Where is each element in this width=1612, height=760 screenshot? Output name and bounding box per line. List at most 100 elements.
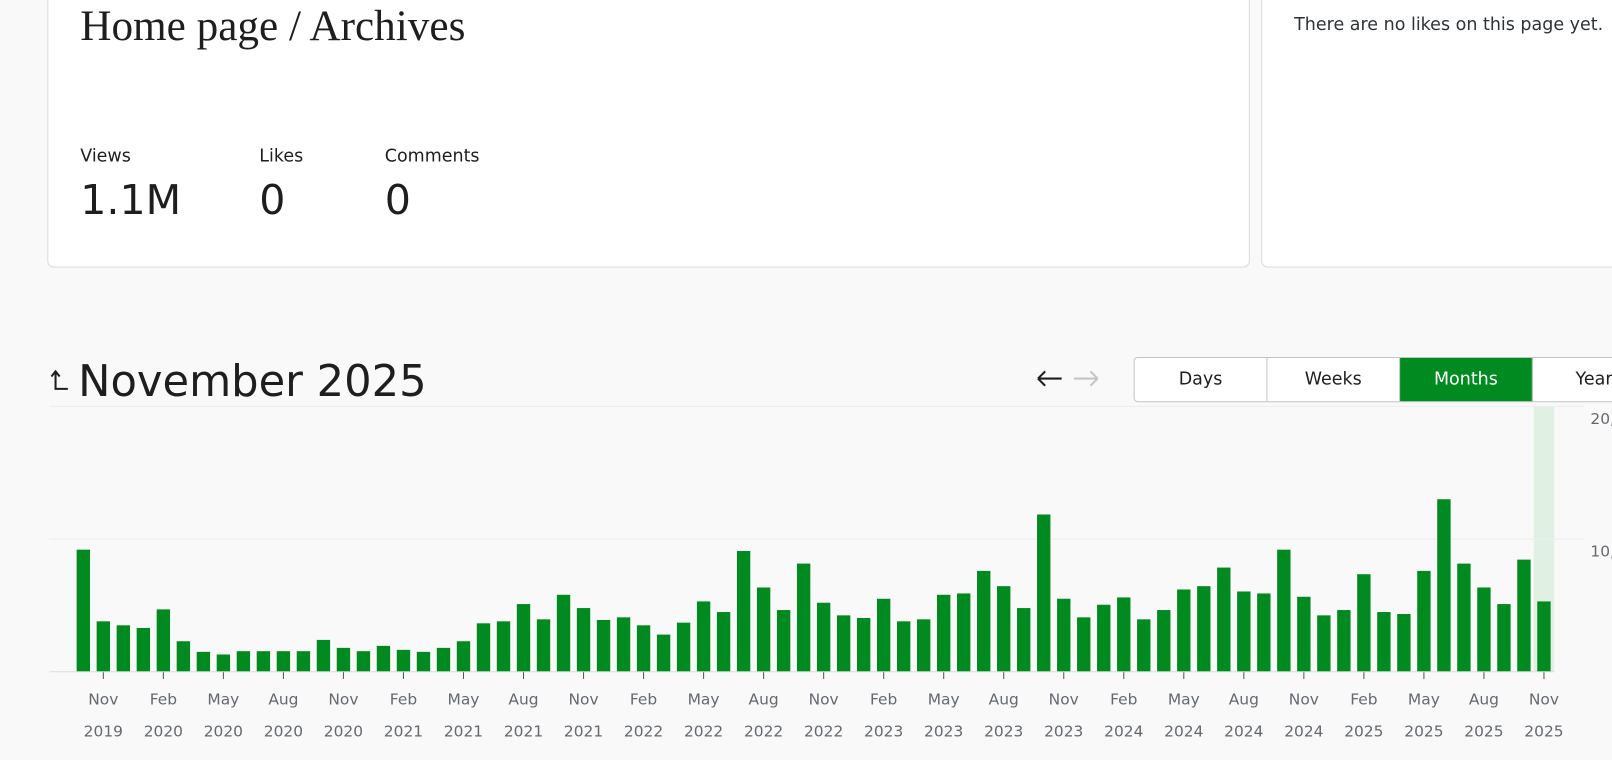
bar <box>1037 514 1051 672</box>
bar <box>856 618 871 672</box>
bar <box>1257 593 1271 672</box>
bar <box>556 594 571 672</box>
x-tick-label: Feb 2024 <box>1104 690 1144 741</box>
bar <box>596 619 611 672</box>
range-tabs: DaysWeeksMonthsYears <box>1133 356 1612 403</box>
bar <box>476 623 491 672</box>
bar <box>876 598 891 672</box>
bar <box>1117 597 1131 672</box>
bar <box>1297 596 1311 672</box>
x-tick-label: Nov 2023 <box>1044 690 1084 741</box>
bar <box>456 641 471 672</box>
stat-value: 1.1M <box>80 176 182 225</box>
bar <box>616 617 631 672</box>
bar <box>356 651 371 672</box>
x-tick-label: Aug 2025 <box>1464 690 1504 741</box>
x-tick-label: May 2020 <box>203 690 244 741</box>
bar <box>1237 591 1251 672</box>
bar <box>176 641 191 672</box>
bar <box>1437 499 1451 672</box>
range-tab[interactable]: Months <box>1400 357 1533 402</box>
bar <box>816 602 831 672</box>
x-tick-label: Feb 2020 <box>143 690 183 741</box>
bar <box>756 587 771 672</box>
bar <box>216 654 231 672</box>
y-tick-label: 20,000 <box>1590 410 1612 428</box>
bar <box>1457 563 1471 672</box>
bar <box>896 621 911 672</box>
bar <box>516 604 531 672</box>
stat-label: Views <box>80 146 131 167</box>
bar <box>136 627 151 672</box>
bar <box>416 651 431 672</box>
likes-card <box>1261 0 1612 268</box>
bar <box>156 609 171 672</box>
x-tick-label: Feb 2023 <box>864 690 904 741</box>
bar <box>1057 598 1071 672</box>
bar <box>336 647 351 672</box>
x-tick-label: Nov 2025 <box>1524 690 1564 741</box>
x-tick-label: Aug 2024 <box>1224 690 1264 741</box>
x-tick-label: May 2021 <box>443 690 484 741</box>
bar <box>1337 610 1351 672</box>
x-tick-label: May 2025 <box>1404 690 1444 741</box>
bar <box>1537 601 1551 672</box>
stat-value: 0 <box>259 176 286 225</box>
bar <box>776 610 791 672</box>
bar <box>796 563 811 672</box>
bar <box>937 594 951 672</box>
bar <box>376 645 391 672</box>
x-tick-label: Nov 2019 <box>83 690 123 741</box>
bar <box>957 593 971 672</box>
stat: Views 1.1M <box>80 146 181 224</box>
x-tick-label: Aug 2022 <box>743 690 784 741</box>
bar <box>1177 589 1191 672</box>
bar <box>1137 619 1151 672</box>
x-tick-label: Nov 2020 <box>323 690 364 741</box>
x-tick-label: May 2024 <box>1164 690 1204 741</box>
post-card <box>47 0 1250 268</box>
bar <box>576 608 591 672</box>
period-title: November 2025 <box>78 355 427 407</box>
bar <box>496 621 511 672</box>
x-tick-label: Aug 2023 <box>984 690 1024 741</box>
bar <box>1197 586 1211 672</box>
x-tick-label: Nov 2022 <box>803 690 844 741</box>
bar <box>536 619 551 672</box>
y-tick-label: 10,000 <box>1590 543 1612 561</box>
x-tick-label: Aug 2020 <box>263 690 304 741</box>
page-title: Home page / Archives <box>80 3 466 51</box>
x-tick-label: Nov 2021 <box>563 690 604 741</box>
bar <box>296 651 311 672</box>
bar <box>1477 587 1491 672</box>
bar <box>1277 549 1291 672</box>
x-tick-label: May 2022 <box>683 690 724 741</box>
bar <box>917 619 931 672</box>
nav-arrows[interactable] <box>1035 366 1101 391</box>
bar <box>696 601 711 672</box>
bar <box>236 651 251 672</box>
range-tab[interactable]: Days <box>1135 357 1268 402</box>
bar <box>1517 559 1531 672</box>
bar <box>436 647 451 672</box>
stat-label: Likes <box>259 146 304 167</box>
bar <box>396 649 411 672</box>
bar <box>1077 617 1091 672</box>
range-tab[interactable]: Weeks <box>1267 357 1401 402</box>
x-tick-label: Feb 2025 <box>1344 690 1384 741</box>
range-tab[interactable]: Years <box>1533 358 1612 401</box>
bar <box>656 634 671 672</box>
bar <box>76 549 91 672</box>
stat: Comments 0 <box>385 146 480 224</box>
stat-value: 0 <box>384 176 411 225</box>
bar <box>676 622 691 672</box>
bar <box>636 625 651 672</box>
bar <box>1157 610 1171 672</box>
back-icon[interactable] <box>49 368 72 395</box>
x-tick-label: Nov 2024 <box>1284 690 1324 741</box>
bar <box>1497 604 1511 672</box>
bar <box>96 621 111 672</box>
